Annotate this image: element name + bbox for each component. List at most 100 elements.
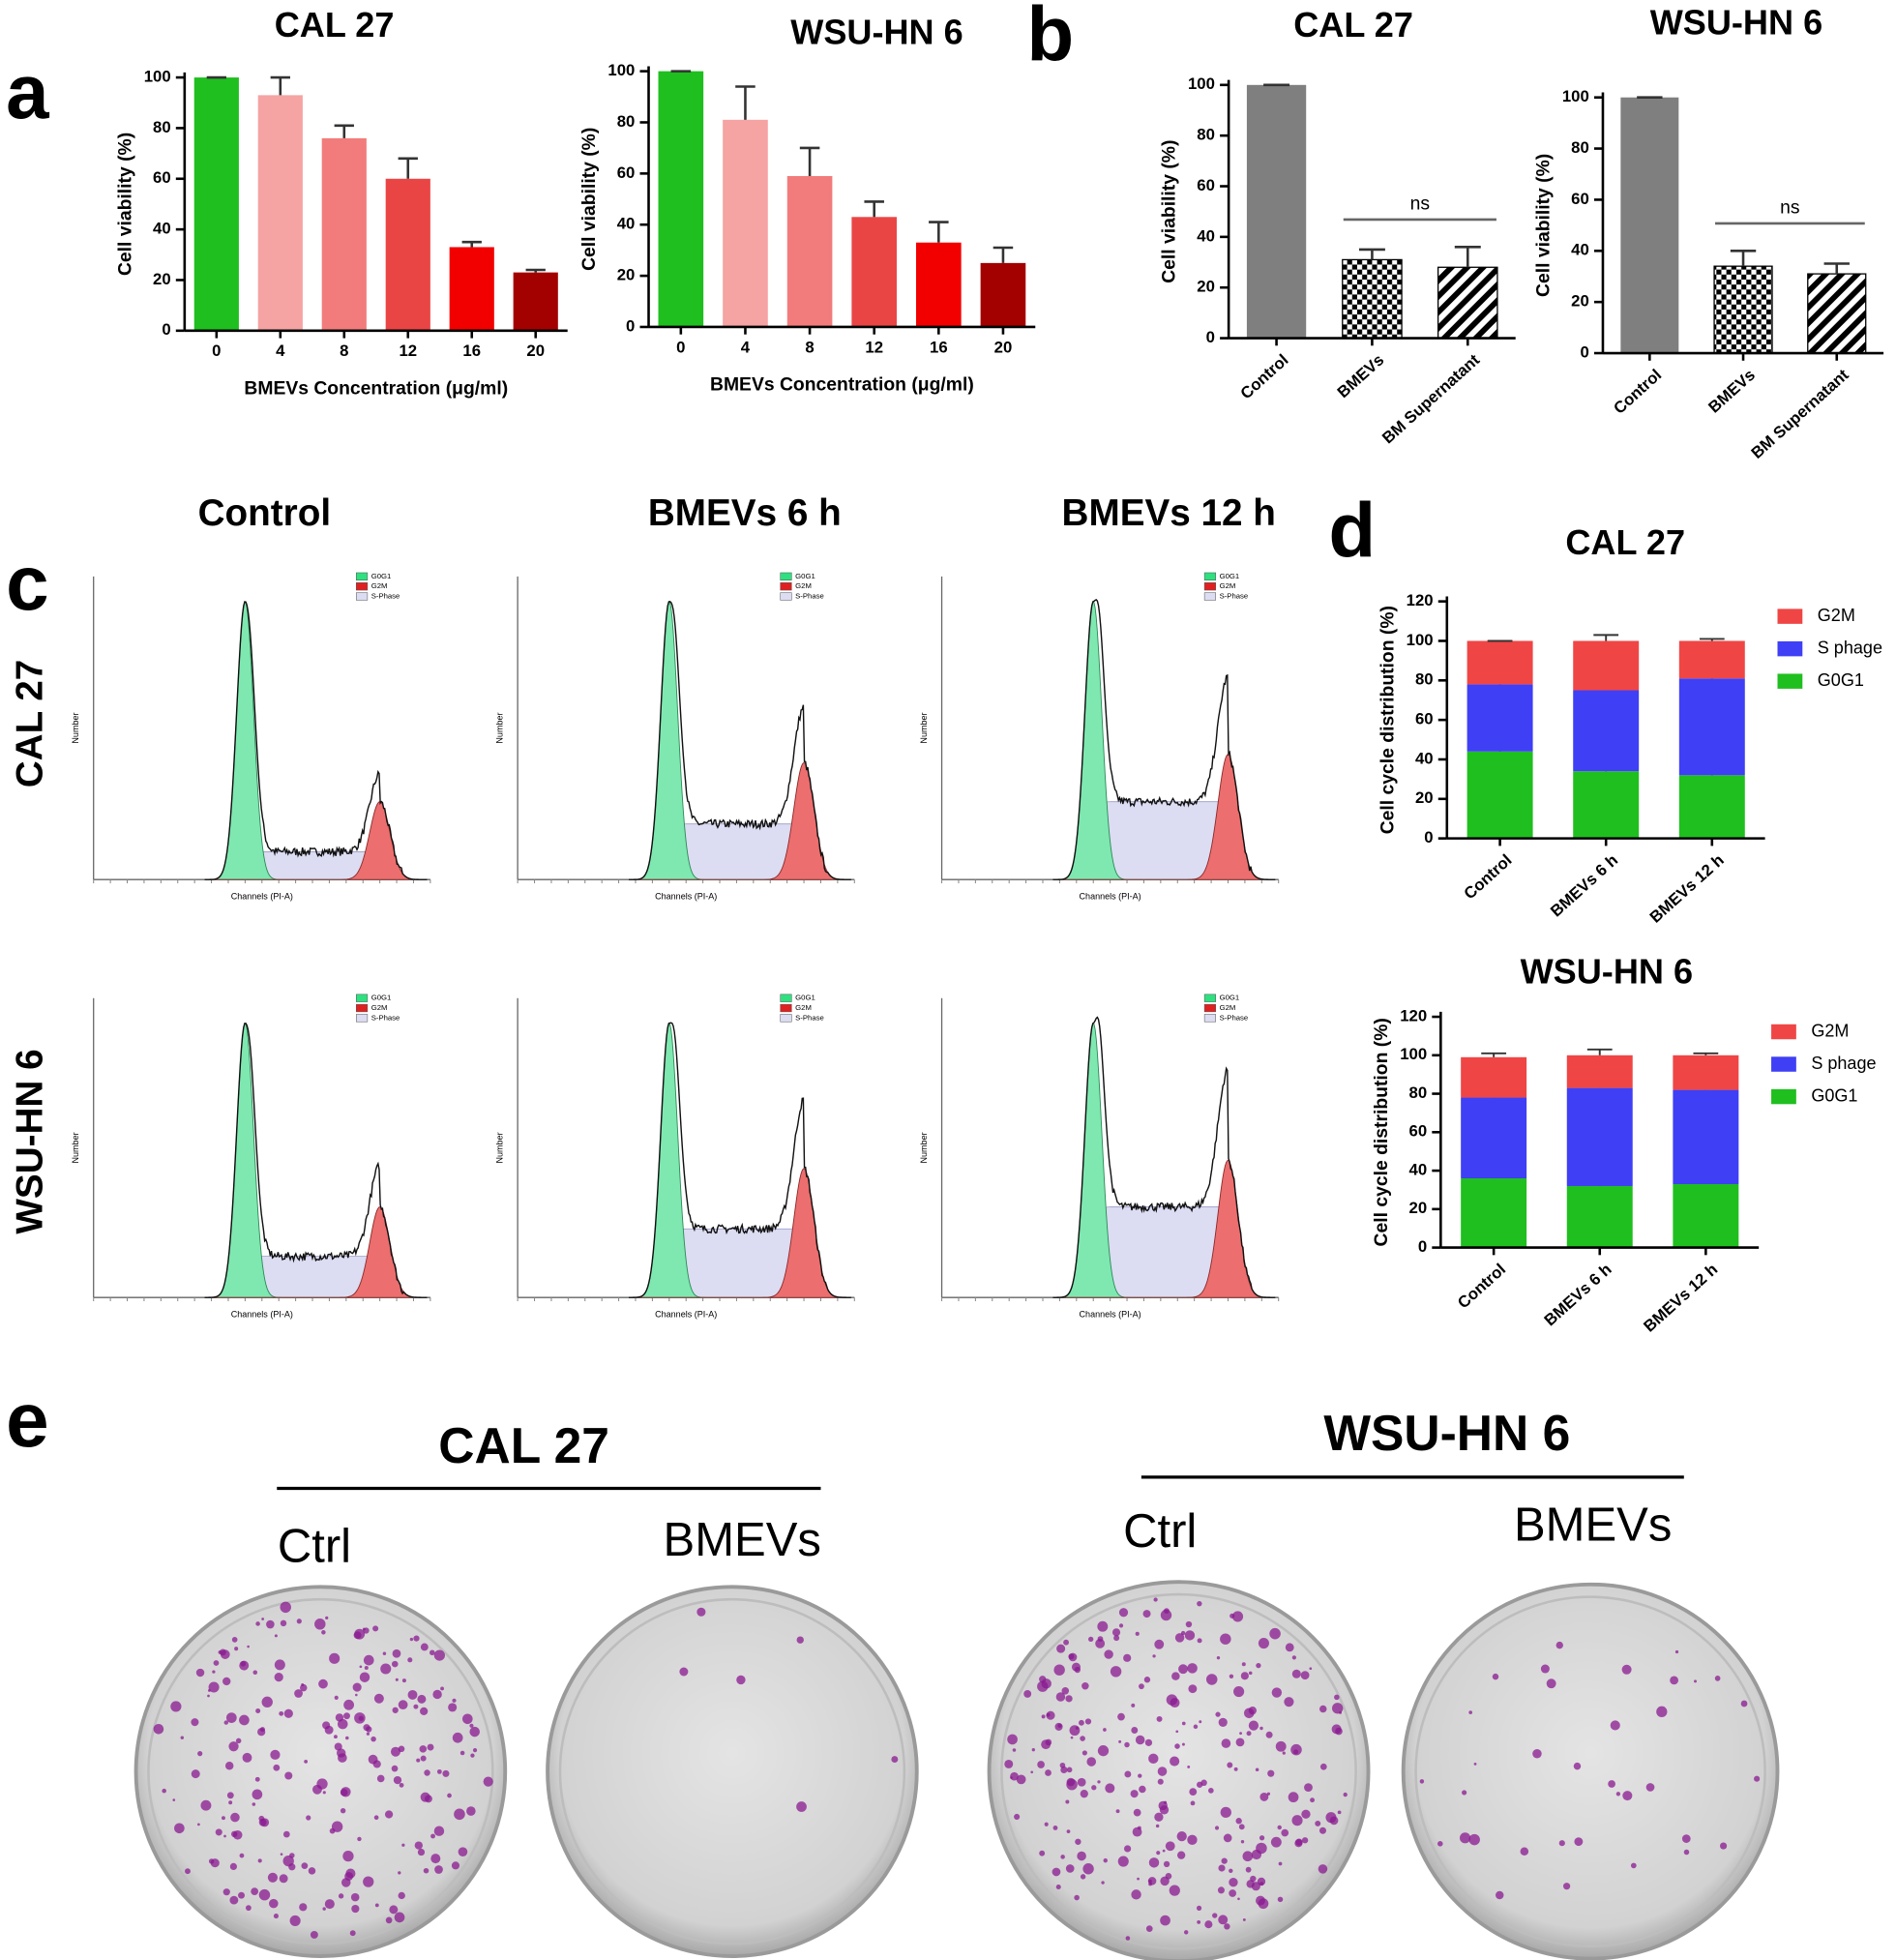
colony	[1065, 1799, 1070, 1804]
colony	[220, 1649, 230, 1659]
colony	[1060, 1855, 1065, 1859]
colony	[1419, 1779, 1425, 1784]
colony	[1266, 1792, 1271, 1796]
colony	[398, 1871, 401, 1875]
colony	[1124, 1770, 1132, 1778]
legend-label: S phage	[1811, 1054, 1876, 1073]
colony	[1241, 1662, 1246, 1667]
colony	[389, 1905, 399, 1915]
bar-segment	[1566, 1054, 1633, 1088]
hist-legend-swatch	[1203, 582, 1216, 591]
x-tick-label: 20	[994, 338, 1013, 356]
hist-legend-label: S-Phase	[371, 1013, 400, 1022]
colony	[1137, 1877, 1140, 1881]
colony	[284, 1771, 293, 1780]
y-tick-label: 20	[1197, 278, 1215, 296]
colony	[1645, 1783, 1655, 1792]
colony	[1171, 1672, 1180, 1680]
colony	[452, 1698, 457, 1703]
legend-swatch	[1777, 640, 1803, 657]
colony	[1301, 1837, 1309, 1844]
colony	[1154, 1812, 1164, 1822]
colony	[1065, 1864, 1075, 1873]
bar-segment	[1461, 1097, 1527, 1179]
colony	[469, 1726, 480, 1737]
colony	[1066, 1767, 1073, 1773]
colony	[230, 1812, 240, 1823]
colony	[433, 1826, 445, 1836]
bar-segment	[1678, 640, 1745, 679]
bar	[1437, 266, 1498, 340]
hist-legend-label: G0G1	[1220, 994, 1240, 1002]
error-bar	[1358, 248, 1385, 260]
hist-legend-swatch	[780, 592, 792, 601]
bar-segment	[1466, 751, 1533, 839]
y-tick-label: 40	[1415, 749, 1434, 767]
hist-x-title: Channels (PI-A)	[655, 1310, 717, 1320]
colony	[245, 1905, 252, 1912]
colony	[1281, 1828, 1289, 1837]
colony	[342, 1850, 354, 1862]
colony	[1242, 1917, 1246, 1921]
y-axis-title: Cell cycle distribution (%)	[1371, 1018, 1392, 1246]
hist-legend-label: G2M	[371, 581, 388, 590]
colony	[1104, 1649, 1113, 1659]
hist-outline	[204, 601, 428, 880]
colony	[1563, 1883, 1571, 1890]
colony	[1130, 1790, 1139, 1798]
colony	[222, 1677, 231, 1686]
colony	[1118, 1623, 1124, 1628]
colony	[252, 1670, 258, 1676]
colony	[301, 1862, 309, 1869]
colony	[282, 1830, 290, 1838]
colony	[1185, 1620, 1193, 1628]
colony	[185, 1868, 191, 1875]
colony	[234, 1647, 239, 1651]
colony	[382, 1651, 387, 1655]
error-bar	[270, 75, 290, 96]
hist-legend-swatch	[1203, 592, 1216, 601]
colony	[1199, 1720, 1202, 1724]
colony	[432, 1689, 442, 1700]
colony	[1259, 1726, 1263, 1731]
condition-label: Ctrl	[278, 1521, 351, 1573]
colony	[736, 1675, 746, 1685]
colony	[355, 1693, 358, 1697]
colony	[242, 1752, 252, 1763]
hist-legend-label: S-Phase	[795, 592, 824, 601]
hist-y-title: Number	[919, 712, 929, 743]
x-tick-label: Control	[1454, 1260, 1509, 1312]
colony	[351, 1904, 360, 1914]
colony	[1630, 1862, 1637, 1869]
panel-label: e	[6, 1377, 48, 1463]
colony	[1125, 1936, 1131, 1941]
colony	[210, 1858, 220, 1868]
colony	[461, 1713, 473, 1725]
colony	[1165, 1841, 1175, 1852]
y-axis-title: Cell cycle distribution (%)	[1377, 606, 1398, 834]
bar	[723, 119, 768, 327]
hist-legend-label: S-Phase	[1220, 1013, 1249, 1022]
y-tick-label: 20	[153, 270, 171, 288]
x-tick-label: 0	[676, 338, 685, 356]
colony	[1248, 1671, 1253, 1676]
colony	[1103, 1728, 1107, 1732]
legend-swatch	[1771, 1024, 1796, 1040]
colony	[440, 1686, 444, 1691]
colony	[409, 1637, 414, 1642]
chart-title: CAL 27	[1565, 522, 1685, 562]
colony	[1231, 1611, 1244, 1622]
y-axis-title: Cell viability (%)	[1532, 154, 1554, 297]
colony	[1235, 1818, 1242, 1825]
colony	[338, 1893, 344, 1899]
colony	[279, 1874, 288, 1884]
colony	[376, 1774, 385, 1783]
colony	[419, 1745, 428, 1753]
x-tick-label: 16	[930, 338, 948, 356]
hist-legend-label: S-Phase	[371, 592, 400, 601]
hist-legend-label: G0G1	[371, 994, 392, 1002]
colony	[372, 1625, 379, 1632]
colony	[413, 1635, 420, 1642]
colony	[1037, 1761, 1045, 1768]
colony	[366, 1726, 372, 1733]
